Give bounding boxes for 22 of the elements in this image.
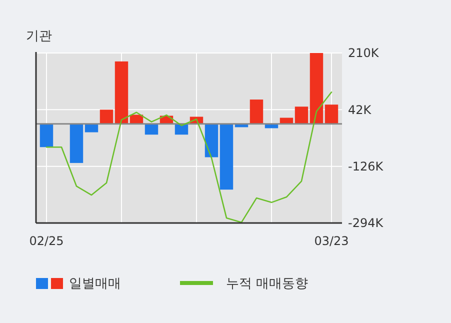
bar <box>250 100 264 124</box>
bar <box>324 104 338 124</box>
bar <box>294 106 308 124</box>
y-tick-label: -294K <box>348 216 384 230</box>
legend-label: 일별매매 <box>69 276 121 292</box>
bar <box>70 124 84 163</box>
bar <box>40 124 54 148</box>
x-tick-label: 02/25 <box>29 234 64 248</box>
bar <box>144 124 158 135</box>
bar <box>114 61 128 124</box>
bar <box>100 110 114 124</box>
y-tick-label: 42K <box>348 102 372 117</box>
x-tick-label: 03/23 <box>314 234 349 248</box>
legend-label: 누적 매매동향 <box>226 276 308 292</box>
chart-title: 기관 <box>26 29 52 44</box>
y-tick-label: 210K <box>348 46 380 60</box>
bar <box>204 124 218 158</box>
bar <box>220 124 234 190</box>
bar <box>310 53 324 124</box>
y-tick-label: -126K <box>348 160 384 174</box>
line-series <box>46 91 332 223</box>
bar <box>84 124 98 132</box>
